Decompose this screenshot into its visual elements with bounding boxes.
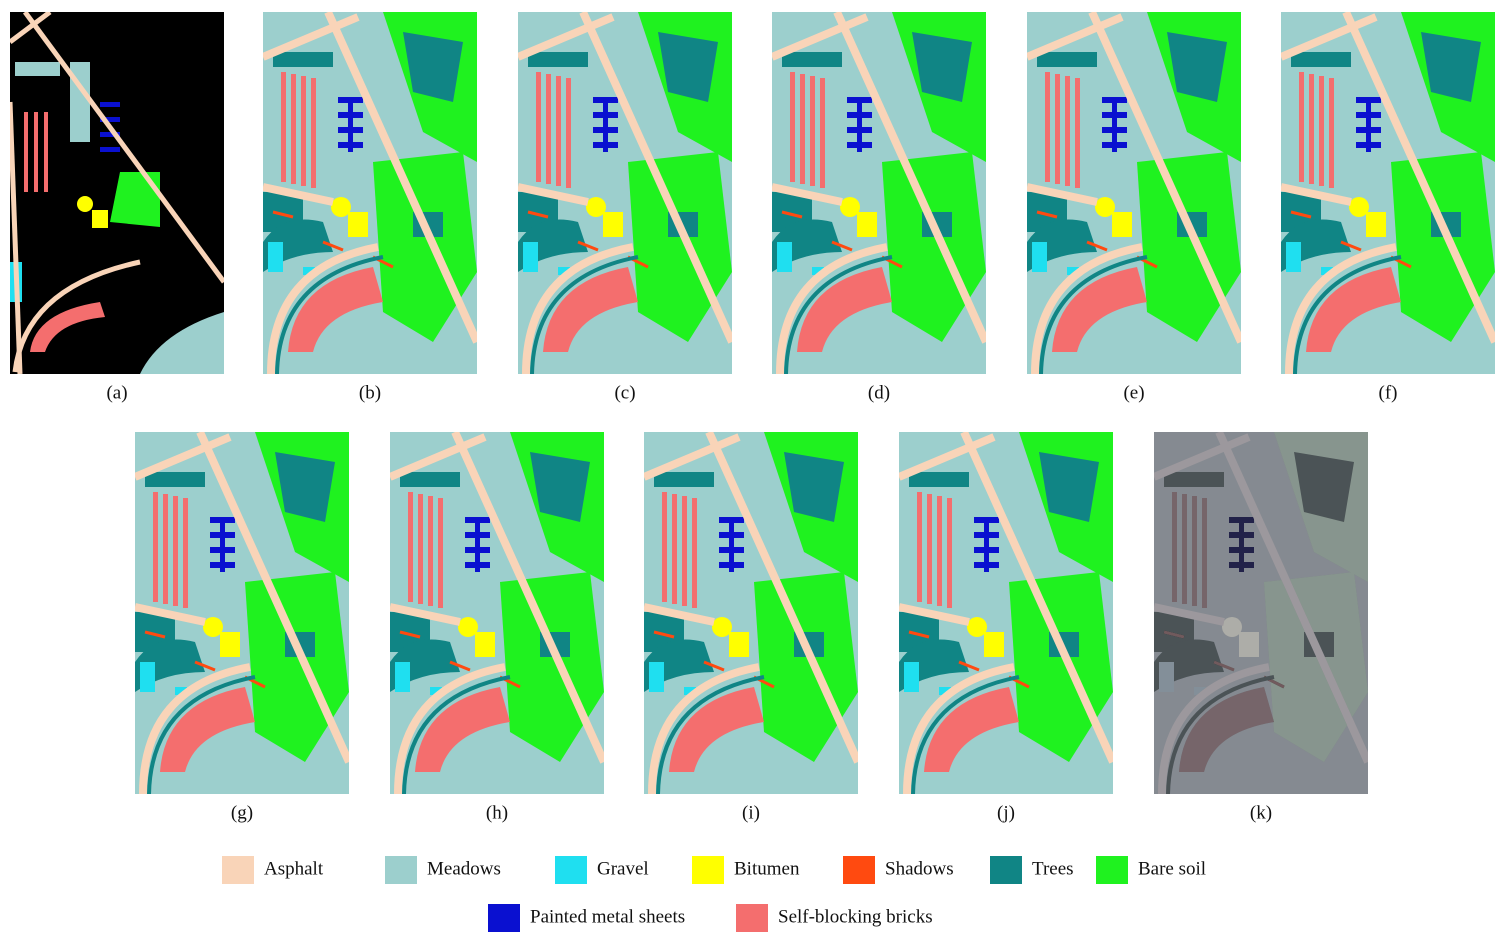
legend-label: Gravel bbox=[597, 858, 649, 879]
panel-caption: (c) bbox=[614, 382, 635, 403]
legend-swatch bbox=[990, 856, 1022, 884]
panel-caption: (e) bbox=[1123, 382, 1144, 403]
classification-map bbox=[644, 432, 858, 794]
panel-caption: (g) bbox=[231, 802, 253, 823]
classification-map bbox=[135, 432, 349, 794]
classification-map bbox=[518, 12, 732, 374]
panel-caption: (a) bbox=[106, 382, 127, 403]
legend-label: Self-blocking bricks bbox=[778, 906, 933, 927]
legend-label: Bitumen bbox=[734, 858, 800, 879]
panel-caption: (f) bbox=[1379, 382, 1398, 403]
classification-map bbox=[390, 432, 604, 794]
classification-map bbox=[1281, 12, 1495, 374]
legend-swatch bbox=[1096, 856, 1128, 884]
classification-map bbox=[899, 432, 1113, 794]
legend-swatch bbox=[385, 856, 417, 884]
legend-swatch bbox=[222, 856, 254, 884]
legend-label: Painted metal sheets bbox=[530, 906, 685, 927]
classification-map bbox=[772, 12, 986, 374]
panel-caption: (i) bbox=[742, 802, 760, 823]
legend-swatch bbox=[555, 856, 587, 884]
legend-label: Asphalt bbox=[264, 858, 324, 879]
legend-label: Meadows bbox=[427, 858, 501, 879]
legend-swatch bbox=[843, 856, 875, 884]
legend-swatch bbox=[692, 856, 724, 884]
panel-caption: (b) bbox=[359, 382, 381, 403]
legend-swatch bbox=[488, 904, 520, 932]
legend-swatch bbox=[736, 904, 768, 932]
classification-map bbox=[1154, 432, 1368, 794]
classification-map bbox=[263, 12, 477, 374]
panel-caption: (k) bbox=[1250, 802, 1272, 823]
classification-map bbox=[1027, 12, 1241, 374]
legend-label: Trees bbox=[1032, 858, 1074, 879]
legend-label: Shadows bbox=[885, 858, 954, 879]
panel-caption: (j) bbox=[997, 802, 1015, 823]
legend-label: Bare soil bbox=[1138, 858, 1206, 879]
classification-map bbox=[10, 12, 224, 374]
panel-caption: (h) bbox=[486, 802, 508, 823]
panel-caption: (d) bbox=[868, 382, 890, 403]
